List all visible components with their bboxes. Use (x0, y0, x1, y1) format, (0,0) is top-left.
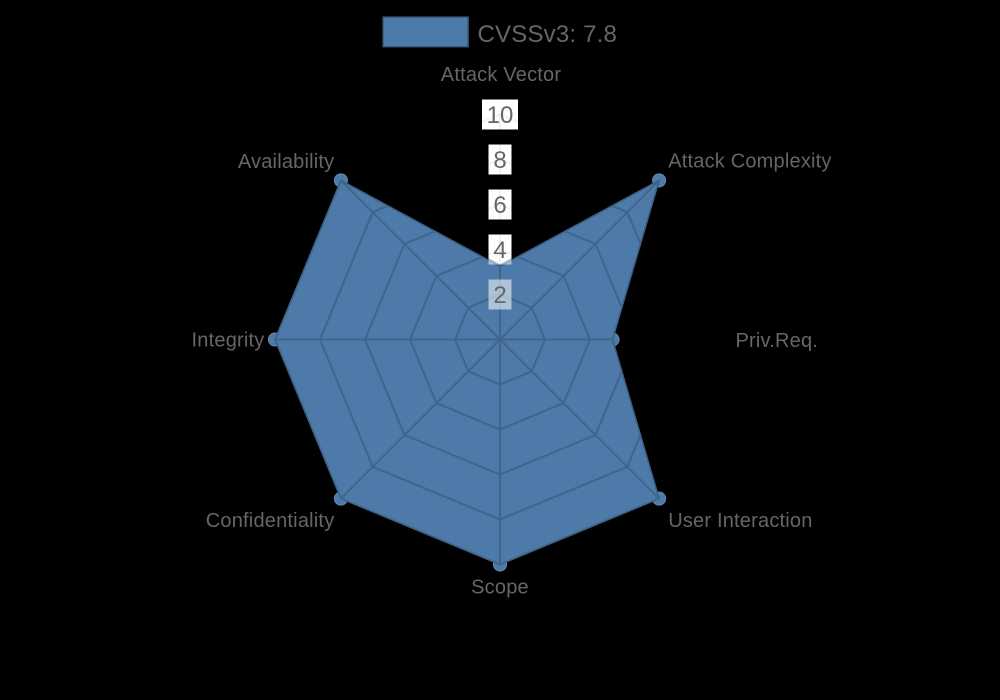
svg-text:User Interaction: User Interaction (668, 510, 812, 532)
svg-text:Integrity: Integrity (192, 330, 265, 352)
svg-text:10: 10 (487, 102, 514, 129)
svg-text:6: 6 (493, 192, 506, 219)
svg-text:4: 4 (493, 237, 506, 264)
svg-text:2: 2 (493, 282, 506, 309)
svg-text:CVSSv3: 7.8: CVSSv3: 7.8 (478, 21, 618, 48)
svg-text:8: 8 (493, 147, 506, 174)
svg-text:Attack Vector: Attack Vector (441, 64, 562, 86)
svg-text:Confidentiality: Confidentiality (206, 510, 335, 532)
svg-text:Scope: Scope (471, 576, 529, 598)
svg-text:Attack Complexity: Attack Complexity (668, 151, 831, 173)
svg-text:Availability: Availability (238, 151, 335, 173)
svg-text:Priv.Req.: Priv.Req. (736, 330, 819, 352)
